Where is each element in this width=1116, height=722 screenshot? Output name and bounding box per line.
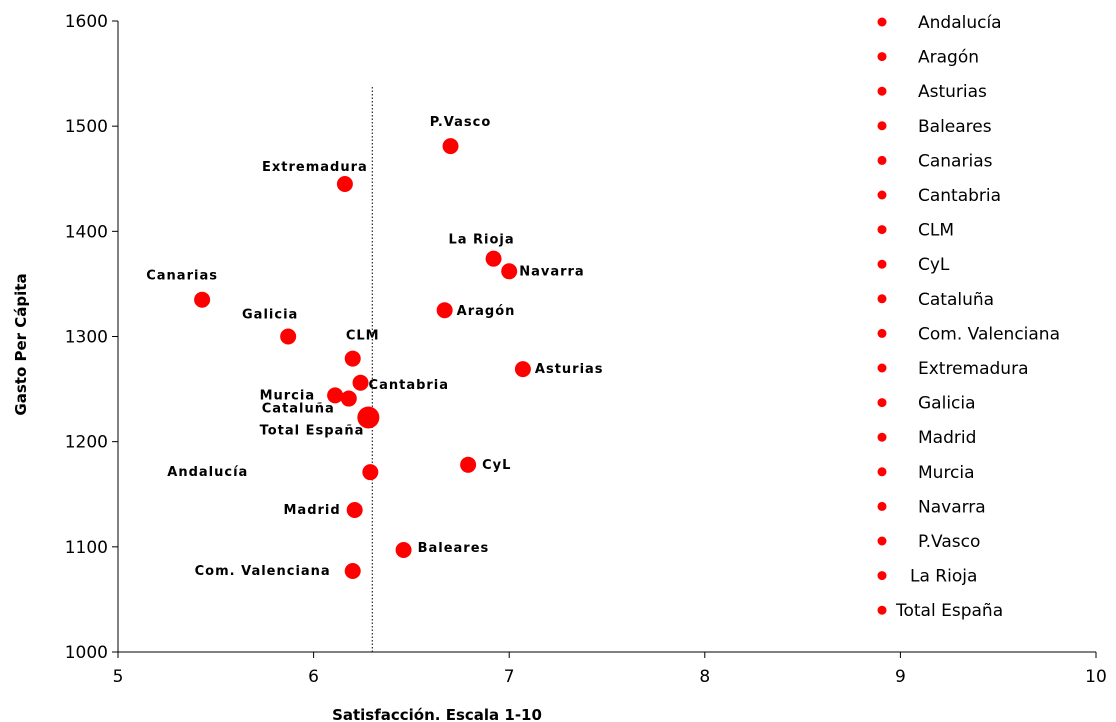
data-label: Andalucía: [167, 465, 248, 480]
legend-marker: [877, 605, 887, 615]
x-tick-label: 9: [895, 667, 906, 687]
data-label: CLM: [346, 329, 380, 344]
data-point: [340, 390, 357, 407]
data-label: Cantabria: [369, 378, 450, 393]
data-point: [395, 541, 412, 558]
data-label: Com. Valenciana: [195, 564, 331, 579]
data-point: [280, 328, 297, 345]
legend-entry: Baleares: [918, 117, 992, 137]
data-point: [336, 176, 353, 193]
y-tick-label: 1500: [65, 117, 108, 137]
legend-marker: [877, 86, 887, 96]
x-tick-label: 7: [504, 667, 515, 687]
data-point: [460, 456, 477, 473]
legend-marker: [877, 467, 887, 477]
legend-entry: La Rioja: [910, 567, 977, 587]
data-label: Aragón: [457, 304, 516, 319]
legend-entry: Andalucía: [918, 13, 1002, 33]
legend-entry: Galicia: [918, 394, 976, 414]
data-label: Total España: [260, 423, 365, 438]
y-tick-label: 1200: [65, 433, 108, 453]
legend-entry: Com. Valenciana: [918, 324, 1060, 344]
data-point: [344, 563, 361, 580]
legend-entry: P.Vasco: [918, 532, 980, 552]
legend-entry: Canarias: [918, 151, 993, 171]
legend-entry: Total España: [895, 601, 1003, 621]
data-point: [352, 374, 369, 391]
data-point: [346, 502, 363, 519]
y-tick-label: 1600: [65, 12, 108, 32]
x-tick-label: 10: [1085, 667, 1107, 687]
legend-entry: Extremadura: [918, 359, 1029, 379]
legend-entry: Navarra: [918, 497, 986, 517]
legend-marker: [877, 52, 887, 62]
legend-marker: [877, 398, 887, 408]
legend-marker: [877, 536, 887, 546]
y-tick-label: 1000: [65, 643, 108, 663]
legend-entry: Murcia: [918, 463, 975, 483]
data-label: Murcia: [260, 388, 316, 403]
legend-entry: CyL: [918, 255, 950, 275]
data-point: [436, 302, 453, 319]
data-label: La Rioja: [448, 233, 514, 248]
legend-marker: [877, 501, 887, 511]
data-label: CyL: [482, 458, 511, 473]
data-point: [357, 406, 380, 429]
y-axis-title: Gasto Per Cápita: [12, 273, 30, 415]
data-label: Cataluña: [262, 402, 335, 417]
data-label: Extremadura: [262, 160, 368, 175]
data-label: Asturias: [535, 362, 604, 377]
legend-marker: [877, 294, 887, 304]
data-point: [442, 138, 459, 155]
data-point: [344, 350, 361, 367]
data-point: [194, 291, 211, 308]
legend-marker: [877, 155, 887, 165]
legend-entry: Cantabria: [918, 186, 1001, 206]
x-tick-label: 8: [699, 667, 710, 687]
y-tick-label: 1400: [65, 222, 108, 242]
y-tick-label: 1100: [65, 538, 108, 558]
legend-marker: [877, 17, 887, 27]
legend-marker: [877, 328, 887, 338]
legend-marker: [877, 363, 887, 373]
data-point: [485, 250, 502, 267]
legend-entry: Madrid: [918, 428, 976, 448]
data-point: [327, 387, 344, 404]
legend-marker: [877, 225, 887, 235]
legend-marker: [877, 259, 887, 269]
legend-marker: [877, 571, 887, 581]
x-axis-title: Satisfacción. Escala 1-10: [332, 706, 542, 722]
legend-entry: Aragón: [918, 48, 979, 68]
data-label: Madrid: [283, 503, 340, 518]
data-label: Navarra: [519, 264, 585, 279]
legend-marker: [877, 190, 887, 200]
data-label: P.Vasco: [430, 115, 492, 130]
y-tick-label: 1300: [65, 328, 108, 348]
data-point: [514, 361, 531, 378]
legend-entry: Asturias: [918, 82, 987, 102]
legend-entry: Cataluña: [918, 290, 994, 310]
data-label: Galicia: [242, 308, 298, 323]
data-label: Canarias: [146, 269, 218, 284]
legend-entry: CLM: [918, 221, 954, 241]
data-label: Baleares: [418, 541, 490, 556]
legend-marker: [877, 432, 887, 442]
legend-marker: [877, 121, 887, 131]
x-tick-label: 5: [113, 667, 124, 687]
data-point: [501, 263, 518, 280]
x-tick-label: 6: [308, 667, 319, 687]
data-point: [362, 464, 379, 481]
